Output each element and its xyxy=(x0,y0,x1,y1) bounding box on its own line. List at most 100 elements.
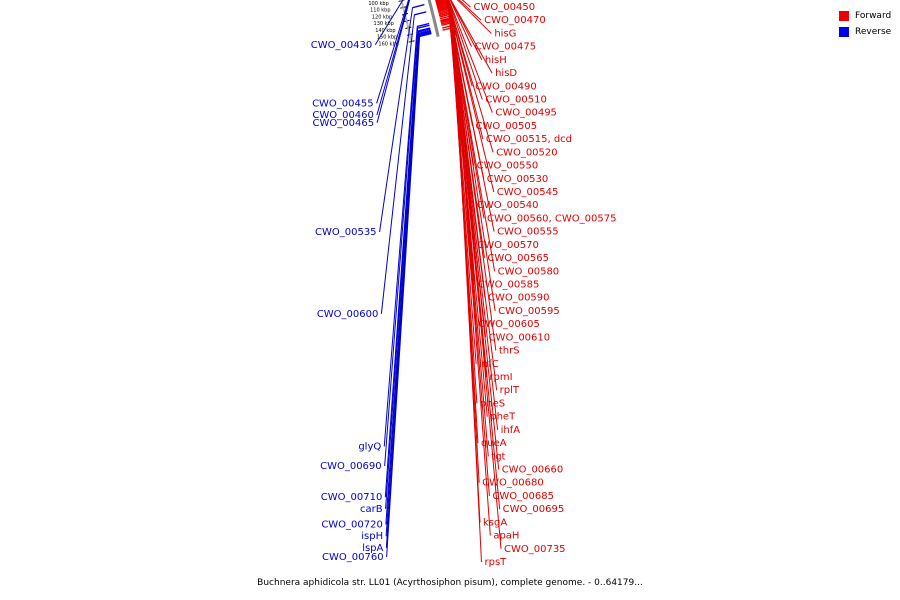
tick-label: 110 kbp xyxy=(370,8,390,14)
forward-gene-label: CWO_00735 xyxy=(504,544,566,555)
forward-label-link xyxy=(448,0,493,113)
forward-gene-label: CWO_00550 xyxy=(477,161,539,172)
feature-layer xyxy=(412,0,455,38)
forward-label-link xyxy=(461,0,471,8)
forward-label-link xyxy=(447,0,494,153)
reverse-label-link xyxy=(379,7,414,233)
reverse-label-link xyxy=(376,0,410,116)
forward-gene-label: pheT xyxy=(490,412,516,423)
reverse-gene-label: CWO_00760 xyxy=(322,552,384,563)
forward-gene-label: CWO_00495 xyxy=(495,108,557,119)
label-link-layer xyxy=(374,0,502,563)
minor-tick xyxy=(401,2,404,5)
forward-label-link xyxy=(449,0,472,47)
tick-label: 140 kbp xyxy=(375,28,395,34)
tick-label: 120 kbp xyxy=(372,14,392,20)
forward-gene-label: CWO_00530 xyxy=(487,174,549,185)
tick-label: 160 kbp xyxy=(378,41,398,47)
minor-tick xyxy=(401,5,404,7)
map-caption: Buchnera aphidicola str. LL01 (Acyrthosi… xyxy=(257,578,643,588)
tick-label: 130 kbp xyxy=(374,21,394,27)
forward-label-link xyxy=(456,0,492,34)
forward-gene-label: CWO_00470 xyxy=(484,15,546,26)
forward-gene-label: CWO_00490 xyxy=(475,81,537,92)
reverse-gene-label: CWO_00720 xyxy=(321,520,383,531)
legend-reverse: Reverse xyxy=(839,25,891,39)
forward-gene-label: CWO_00540 xyxy=(477,200,539,211)
reverse-gene-label: CWO_00465 xyxy=(313,118,375,129)
forward-gene-label: hisH xyxy=(485,55,507,66)
forward-gene-label: ihfA xyxy=(501,425,521,436)
backbone-layer xyxy=(427,0,440,38)
forward-gene-label: CWO_00505 xyxy=(476,121,538,132)
forward-gene-label: rpmI xyxy=(489,372,512,383)
legend-forward-label: Forward xyxy=(855,11,892,21)
forward-gene-label: CWO_00510 xyxy=(485,95,547,106)
forward-label-link xyxy=(452,22,491,536)
forward-gene-label: queA xyxy=(481,438,507,449)
reverse-gene-label: CWO_00455 xyxy=(312,98,374,109)
reverse-label-link xyxy=(384,28,419,467)
forward-gene-label: CWO_00685 xyxy=(492,491,554,502)
forward-gene-label: rplT xyxy=(500,385,520,396)
forward-gene-label: ksgA xyxy=(483,517,507,528)
legend-forward-swatch xyxy=(839,11,849,21)
forward-gene-label: CWO_00610 xyxy=(489,332,551,343)
reverse-gene-label: CWO_00460 xyxy=(312,110,374,121)
forward-gene-label: infC xyxy=(479,359,499,370)
forward-gene-label: CWO_00580 xyxy=(498,266,560,277)
reverse-label-link xyxy=(374,0,404,46)
reverse-gene-feature xyxy=(412,3,425,9)
forward-gene-label: CWO_00560, CWO_00575 xyxy=(487,213,616,224)
forward-gene-label: apaH xyxy=(493,531,519,542)
reverse-gene-feature xyxy=(413,11,427,16)
legend-reverse-swatch xyxy=(839,27,849,37)
reverse-label-link xyxy=(376,0,410,104)
reverse-gene-label: carB xyxy=(360,504,383,515)
forward-gene-label: hisG xyxy=(494,28,516,39)
reverse-label-link xyxy=(385,31,420,509)
forward-label-link xyxy=(453,25,502,549)
reverse-gene-label: glyQ xyxy=(358,442,381,453)
forward-gene-label: CWO_00695 xyxy=(503,504,565,515)
forward-gene-label: CWO_00595 xyxy=(498,306,560,317)
tick-label: 100 kbp xyxy=(368,1,388,7)
forward-gene-label: CWO_00585 xyxy=(478,280,540,291)
forward-gene-label: CWO_00605 xyxy=(478,319,540,330)
legend-forward: Forward xyxy=(839,9,891,23)
reverse-label-link xyxy=(380,14,415,314)
forward-gene-label: CWO_00555 xyxy=(497,227,559,238)
forward-gene-label: CWO_00545 xyxy=(497,187,559,198)
forward-gene-label: CWO_00565 xyxy=(487,253,549,264)
reverse-gene-label: CWO_00710 xyxy=(321,492,383,503)
forward-gene-label: CWO_00450 xyxy=(474,2,536,13)
forward-label-link xyxy=(448,0,483,100)
forward-gene-label: CWO_00680 xyxy=(482,478,544,489)
forward-gene-label: thrS xyxy=(499,346,520,357)
forward-gene-label: tgt xyxy=(491,451,505,462)
legend: Forward Reverse xyxy=(839,9,891,41)
reverse-gene-label: CWO_00690 xyxy=(320,461,382,472)
reverse-gene-label: CWO_00535 xyxy=(315,227,377,238)
forward-gene-label: CWO_00570 xyxy=(477,240,539,251)
forward-gene-label: CWO_00475 xyxy=(475,42,537,53)
forward-gene-label: CWO_00590 xyxy=(488,293,550,304)
reverse-gene-label: CWO_00600 xyxy=(317,309,379,320)
label-layer: CWO_00450 CWO_00470 hisG CWO_00475 hisH hisD C… xyxy=(311,2,617,568)
forward-label-link xyxy=(450,0,493,74)
forward-label-link xyxy=(453,27,482,563)
reverse-gene-label: lspA xyxy=(362,543,383,554)
reverse-gene-label: ispH xyxy=(361,531,383,542)
minor-tick xyxy=(401,4,404,6)
genome-backbone xyxy=(427,0,440,38)
forward-label-link xyxy=(458,0,482,21)
forward-gene-label: rpsT xyxy=(484,557,507,568)
forward-gene-label: CWO_00660 xyxy=(502,465,564,476)
reverse-label-link xyxy=(376,0,411,123)
legend-reverse-label: Reverse xyxy=(855,27,892,37)
reverse-label-link xyxy=(383,26,418,447)
forward-gene-label: CWO_00520 xyxy=(496,147,558,158)
forward-gene-label: CWO_00515, dcd xyxy=(486,134,572,145)
reverse-label-link xyxy=(386,36,421,558)
